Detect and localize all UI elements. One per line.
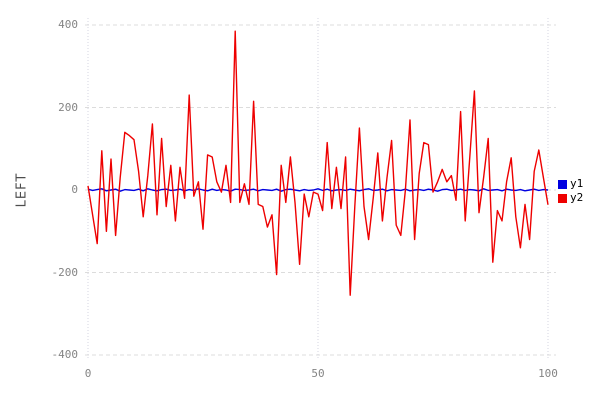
y-tick-label: 400 [58, 18, 78, 31]
y-tick-label: 0 [71, 183, 78, 196]
y-tick-label: 200 [58, 100, 78, 114]
x-tick-label: 0 [84, 367, 92, 380]
y-axis-title: LEFT [14, 172, 30, 208]
series-line-y2 [87, 30, 549, 296]
legend-swatch-y1 [558, 179, 567, 189]
x-tick-label: 100 [538, 367, 558, 380]
legend-label-y2: y2 [570, 191, 584, 204]
legend-label-y1: y1 [570, 177, 584, 190]
y-tick-label: -400 [51, 348, 79, 361]
x-tick-label: 50 [311, 367, 325, 380]
legend-item-y2: y2 [558, 191, 583, 205]
legend: y1 y2 [558, 177, 583, 205]
y-tick-label: -200 [51, 265, 79, 279]
legend-swatch-y2 [558, 193, 567, 203]
legend-item-y1: y1 [558, 177, 583, 191]
